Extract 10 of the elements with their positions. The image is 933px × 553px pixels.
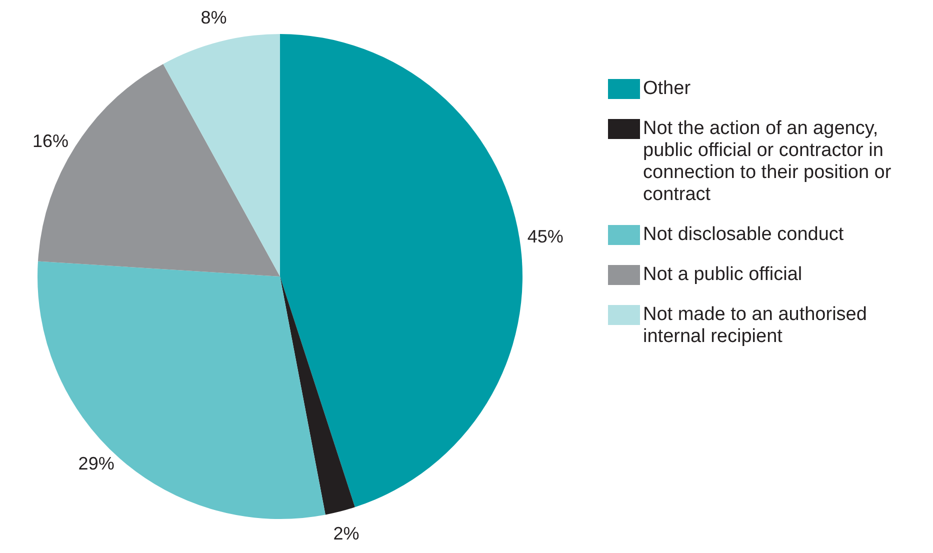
- legend-label: Not the action of an agency, public official or contractor in connection to their position or contract: [643, 118, 892, 206]
- data-label: 45%: [527, 226, 564, 246]
- legend-label: Not disclosable conduct: [643, 224, 844, 246]
- legend-label: Not made to an authorised internal recipient: [643, 304, 868, 348]
- data-label: 2%: [333, 524, 360, 544]
- data-label: 16%: [32, 131, 68, 152]
- legend-label: Not a public official: [643, 264, 802, 286]
- data-label: 8%: [200, 7, 227, 28]
- legend-label: Other: [643, 78, 691, 100]
- data-label: 29%: [78, 453, 114, 474]
